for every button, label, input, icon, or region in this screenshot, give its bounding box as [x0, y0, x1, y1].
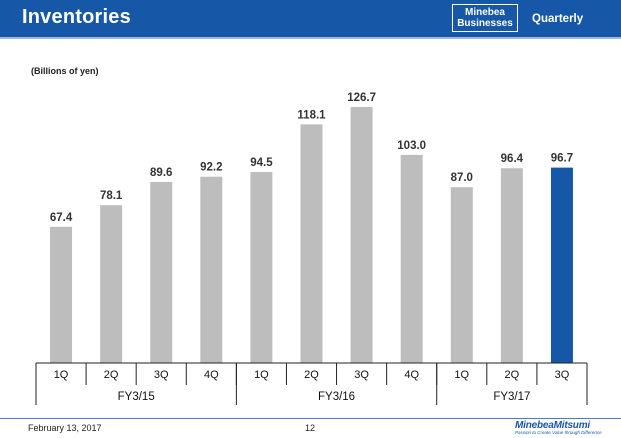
x-tick-label: 3Q — [154, 369, 169, 381]
bar-value-label: 118.1 — [297, 109, 326, 121]
badge-line-1: Minebea — [464, 6, 505, 18]
x-tick-label: 3Q — [555, 369, 570, 381]
period-label: Quarterly — [532, 13, 584, 25]
bar — [450, 187, 473, 363]
company-logo: MinebeaMitsumi Passion to Create Value t… — [515, 420, 615, 435]
x-tick-label: 3Q — [354, 369, 369, 381]
segment-badge: Minebea Businesses — [452, 4, 518, 32]
footer-divider — [0, 418, 621, 419]
bar — [350, 107, 373, 363]
bar-value-label: 96.7 — [551, 153, 573, 165]
fiscal-year-label: FY3/15 — [118, 391, 155, 403]
bar — [150, 181, 173, 363]
unit-label: (Billions of yen) — [31, 66, 99, 76]
bar — [50, 226, 73, 363]
logo-name: MinebeaMitsumi — [515, 420, 590, 431]
bar-value-label: 96.4 — [501, 153, 524, 165]
x-tick-label: 4Q — [404, 369, 419, 381]
logo-tagline: Passion to Create Value through Differen… — [515, 430, 602, 435]
bar-value-label: 89.6 — [150, 167, 172, 179]
bar-value-label: 92.2 — [200, 162, 222, 174]
bar-value-label: 67.4 — [50, 212, 73, 224]
footer-date: February 13, 2017 — [28, 423, 102, 433]
bar-value-label: 78.1 — [100, 190, 123, 202]
bar — [300, 124, 323, 363]
header-bar: Inventories Minebea Businesses Quarterly — [0, 0, 621, 37]
x-tick-label: 2Q — [304, 369, 319, 381]
page-number: 12 — [305, 423, 316, 433]
x-tick-label: 4Q — [204, 369, 219, 381]
page-title: Inventories — [22, 6, 131, 28]
fiscal-year-label: FY3/16 — [318, 391, 355, 403]
bar — [100, 205, 123, 363]
bar-value-label: 103.0 — [397, 140, 426, 152]
header-divider — [0, 37, 621, 39]
bar — [250, 172, 273, 363]
x-tick-label: 2Q — [505, 369, 520, 381]
badge-line-2: Businesses — [457, 18, 513, 29]
fiscal-year-label: FY3/17 — [493, 391, 530, 403]
x-tick-label: 2Q — [104, 369, 119, 381]
bar — [400, 154, 423, 363]
x-tick-label: 1Q — [454, 369, 469, 381]
x-tick-label: 1Q — [54, 369, 69, 381]
bar — [500, 168, 523, 363]
x-tick-label: 1Q — [254, 369, 269, 381]
bar — [550, 167, 573, 363]
bar-value-label: 126.7 — [347, 92, 376, 104]
bar — [200, 176, 223, 363]
bar-value-label: 87.0 — [451, 172, 473, 184]
bar-value-label: 94.5 — [250, 157, 273, 169]
